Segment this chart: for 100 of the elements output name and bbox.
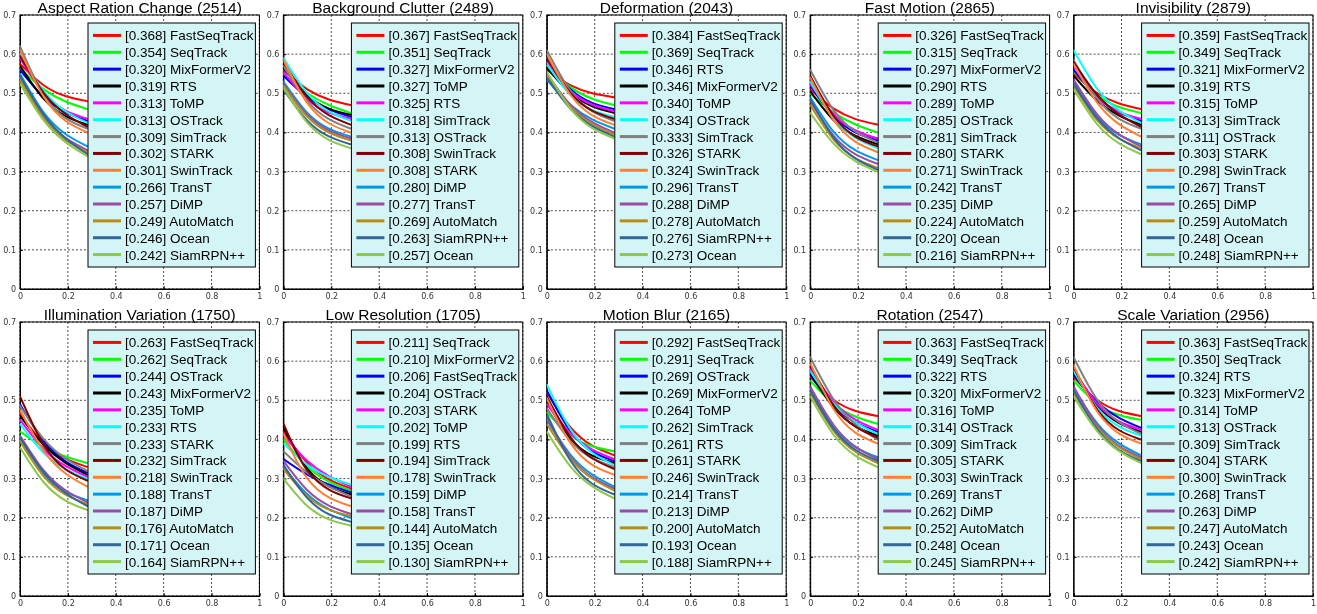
legend-label: [0.323] MixFormerV2 — [1178, 386, 1305, 401]
legend-label: [0.265] DiMP — [1178, 197, 1257, 212]
x-tick-label: 0 — [1071, 291, 1077, 301]
y-tick-label: 0.3 — [266, 474, 280, 484]
legend-label: [0.318] SimTrack — [388, 112, 491, 128]
y-tick-label: 0.5 — [530, 89, 543, 99]
legend-label: [0.257] DiMP — [125, 197, 204, 212]
legend-label: [0.346] RTS — [651, 62, 724, 78]
chart-title: Invisibility (2879) — [1135, 0, 1252, 16]
y-tick-label: 0.5 — [266, 89, 280, 99]
legend-label: [0.213] DiMP — [651, 504, 730, 519]
chart-title: Illumination Variation (1750) — [43, 306, 236, 323]
legend-label: [0.216] SiamRPN++ — [915, 247, 1036, 263]
legend-label: [0.327] ToMP — [388, 79, 468, 94]
legend-label: [0.262] DiMP — [915, 504, 994, 519]
legend-label: [0.316] ToMP — [915, 402, 995, 418]
legend-label: [0.263] SiamRPN++ — [388, 230, 509, 246]
y-tick-label: 0.7 — [793, 318, 807, 328]
legend-label: [0.324] RTS — [1178, 369, 1251, 385]
legend-label: [0.351] SeqTrack — [388, 45, 491, 61]
x-tick-label: 1 — [1047, 291, 1053, 301]
legend-label: [0.206] FastSeqTrack — [388, 369, 518, 385]
x-tick-label: 1 — [784, 291, 790, 301]
legend-label: [0.303] SwinTrack — [915, 470, 1023, 486]
y-tick-label: 0.3 — [3, 474, 16, 484]
legend-label: [0.313] OSTrack — [1178, 419, 1277, 435]
x-tick-label: 0.6 — [1211, 291, 1225, 301]
legend-label: [0.273] Ocean — [651, 247, 737, 263]
legend-label: [0.324] SwinTrack — [651, 163, 760, 179]
y-tick-label: 0.5 — [1056, 89, 1070, 99]
legend-label: [0.246] SwinTrack — [651, 470, 760, 486]
y-tick-label: 0.7 — [1056, 318, 1070, 328]
legend-label: [0.252] AutoMatch — [915, 520, 1025, 536]
legend-label: [0.349] SeqTrack — [1178, 45, 1282, 61]
legend-label: [0.319] RTS — [1178, 79, 1251, 94]
y-tick-label: 0.5 — [1056, 396, 1070, 406]
y-tick-label: 0.1 — [530, 245, 543, 255]
legend-label: [0.269] AutoMatch — [388, 213, 498, 229]
chart-title: Deformation (2043) — [599, 0, 734, 16]
x-tick-label: 0.6 — [157, 291, 171, 301]
legend-label: [0.349] SeqTrack — [915, 352, 1018, 368]
legend-label: [0.266] TransT — [125, 180, 213, 196]
x-tick-label: 0.4 — [636, 291, 650, 301]
x-tick-label: 1 — [1310, 598, 1317, 608]
chart-title: Low Resolution (1705) — [325, 306, 481, 323]
y-tick-label: 0.6 — [530, 357, 543, 367]
y-tick-label: 0.1 — [793, 552, 807, 562]
legend-label: [0.326] FastSeqTrack — [915, 28, 1045, 44]
x-tick-label: 0.4 — [1163, 598, 1177, 608]
legend-label: [0.354] SeqTrack — [125, 45, 228, 61]
y-tick-label: 0.4 — [793, 128, 807, 138]
legend-label: [0.247] AutoMatch — [1178, 520, 1288, 536]
y-tick-label: 0.3 — [530, 167, 543, 177]
y-tick-label: 0.2 — [1056, 206, 1070, 216]
legend-label: [0.308] SwinTrack — [388, 146, 497, 162]
legend-label: [0.300] SwinTrack — [1178, 470, 1287, 486]
legend-label: [0.298] SwinTrack — [1178, 163, 1287, 179]
y-tick-label: 0.7 — [3, 318, 16, 328]
legend-label: [0.199] RTS — [388, 436, 461, 452]
y-tick-label: 0.4 — [1056, 435, 1070, 445]
legend-label: [0.301] SwinTrack — [125, 163, 233, 179]
y-tick-label: 0.2 — [1056, 513, 1070, 523]
legend-label: [0.235] ToMP — [125, 402, 205, 418]
legend-label: [0.334] OSTrack — [651, 112, 750, 128]
x-tick-label: 0.8 — [732, 598, 746, 608]
x-tick-label: 0.2 — [1115, 291, 1129, 301]
legend-label: [0.315] ToMP — [1178, 95, 1258, 111]
legend-label: [0.257] Ocean — [388, 247, 474, 263]
legend-label: [0.193] Ocean — [651, 537, 737, 553]
legend-label: [0.346] MixFormerV2 — [651, 79, 778, 94]
x-tick-label: 0.4 — [900, 291, 913, 301]
y-tick-label: 0.1 — [1056, 552, 1070, 562]
chart-title: Background Clutter (2489) — [312, 0, 494, 16]
legend-label: [0.187] DiMP — [125, 504, 204, 519]
y-tick-label: 0.3 — [1056, 167, 1070, 177]
x-tick-label: 0.4 — [1163, 291, 1177, 301]
legend-label: [0.188] TransT — [125, 487, 213, 503]
y-tick-label: 0.2 — [793, 206, 807, 216]
legend-label: [0.309] SimTrack — [1178, 436, 1281, 452]
legend-label: [0.269] OSTrack — [651, 369, 750, 385]
x-tick-label: 0.6 — [947, 291, 961, 301]
legend-label: [0.267] TransT — [1178, 180, 1266, 196]
legend-label: [0.314] ToMP — [1178, 402, 1258, 418]
chart-title: Aspect Ration Change (2514) — [37, 0, 242, 16]
legend-label: [0.242] SiamRPN++ — [125, 247, 246, 263]
legend-label: [0.277] TransT — [388, 197, 476, 212]
y-tick-label: 0.6 — [793, 357, 807, 367]
legend-label: [0.296] TransT — [651, 180, 739, 196]
y-tick-label: 0.3 — [530, 474, 543, 484]
y-tick-label: 0.2 — [3, 513, 16, 523]
x-tick-label: 0 — [808, 291, 814, 301]
legend-label: [0.218] SwinTrack — [125, 470, 233, 486]
y-tick-label: 0.7 — [530, 11, 543, 21]
legend-label: [0.243] MixFormerV2 — [125, 386, 252, 401]
legend-label: [0.350] SeqTrack — [1178, 352, 1282, 368]
x-tick-label: 0 — [1071, 598, 1077, 608]
legend-label: [0.297] MixFormerV2 — [915, 62, 1042, 78]
legend-label: [0.326] STARK — [651, 146, 741, 162]
y-tick-label: 0.2 — [530, 206, 543, 216]
legend-label: [0.188] SiamRPN++ — [651, 554, 772, 570]
